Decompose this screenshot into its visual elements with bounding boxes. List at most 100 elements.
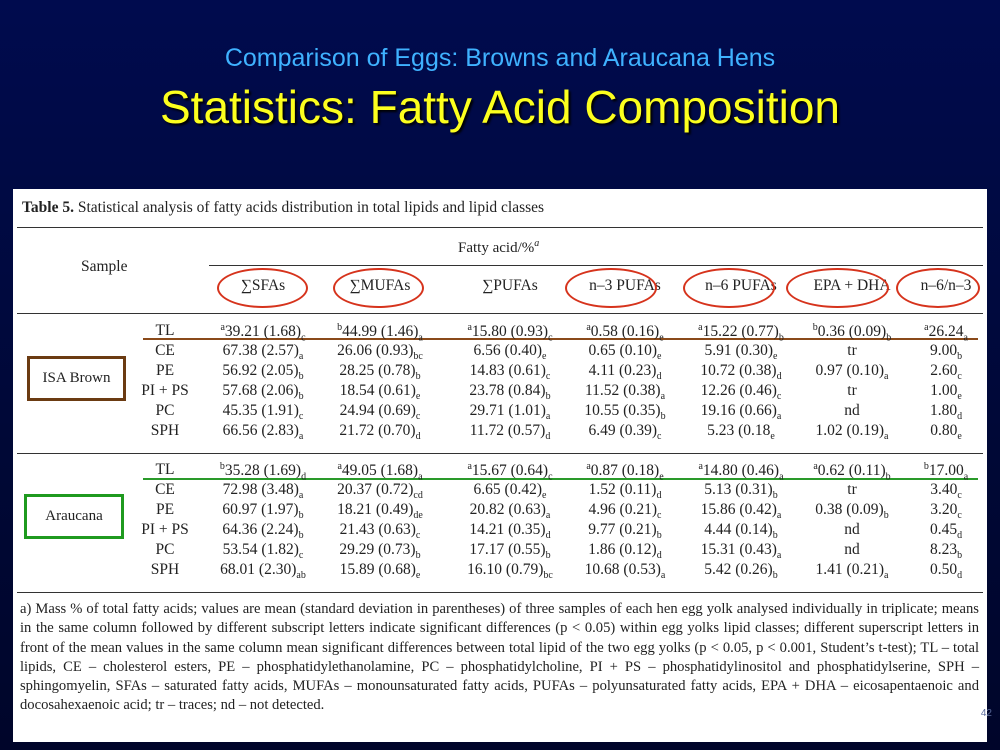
- table-cell: 68.01 (2.30)ab: [220, 561, 306, 582]
- row-label: TL: [155, 322, 175, 339]
- table-cell: tr: [847, 382, 857, 399]
- table-cell: nd: [844, 402, 860, 419]
- highlight-circle: [217, 268, 308, 308]
- table-cell: a0.58 (0.16)e: [586, 322, 664, 344]
- table-cell: 1.41 (0.21)a: [815, 561, 889, 582]
- group-label-box: Araucana: [24, 494, 124, 539]
- table-cell: a26.24a: [924, 322, 968, 344]
- table-cell: 14.21 (0.35)d: [469, 521, 551, 542]
- table-cell: 0.38 (0.09)b: [815, 501, 889, 522]
- table-cell: 3.40c: [930, 481, 962, 502]
- table-cell: 1.00e: [930, 382, 962, 403]
- table-cell: nd: [844, 541, 860, 558]
- row-label: PI + PS: [141, 382, 189, 399]
- row-label: SPH: [150, 422, 180, 439]
- table-cell: 5.23 (0.18e: [707, 422, 775, 443]
- table-cell: b0.36 (0.09)b: [812, 322, 892, 344]
- table-cell: 0.50d: [929, 561, 963, 582]
- table-cell: b17.00a: [923, 461, 969, 483]
- table-cell: tr: [847, 481, 857, 498]
- table-cell: 9.77 (0.21)b: [588, 521, 662, 542]
- table-cell: 20.37 (0.72)cd: [337, 481, 423, 502]
- table-cell: b35.28 (1.69)d: [219, 461, 307, 483]
- table-cell: 60.97 (1.97)b: [222, 501, 304, 522]
- table-cell: 20.82 (0.63)a: [469, 501, 551, 522]
- table-cell: 11.72 (0.57)d: [469, 422, 551, 443]
- table-cell: 4.96 (0.21)c: [588, 501, 662, 522]
- highlight-circle: [683, 268, 775, 308]
- table-cell: 23.78 (0.84)b: [469, 382, 551, 403]
- table-cell: b44.99 (1.46)a: [337, 322, 423, 344]
- column-header: ∑PUFAs: [482, 277, 538, 294]
- table-cell: 14.83 (0.61)c: [469, 362, 551, 383]
- table-caption-text: Statistical analysis of fatty acids dist…: [77, 199, 545, 216]
- table-cell: 1.52 (0.11)d: [588, 481, 662, 502]
- group-header-note: a: [534, 238, 540, 249]
- highlight-circle: [565, 268, 657, 308]
- row-label: PC: [155, 541, 175, 558]
- table-cell: 21.43 (0.63)c: [339, 521, 421, 542]
- group-label-box: ISA Brown: [27, 356, 126, 401]
- table-cell: 26.06 (0.93)bc: [337, 342, 423, 363]
- row-label: PE: [155, 362, 175, 379]
- table-image-panel: Table 5. Statistical analysis of fatty a…: [13, 189, 987, 742]
- bottom-rule: [17, 592, 983, 593]
- row-label: PE: [155, 501, 175, 518]
- table-cell: 6.49 (0.39)c: [588, 422, 662, 443]
- slide-subtitle: Comparison of Eggs: Browns and Araucana …: [224, 44, 776, 72]
- row-label: CE: [155, 342, 175, 359]
- table-cell: 2.60c: [930, 362, 962, 383]
- table-cell: a14.80 (0.46)a: [698, 461, 784, 483]
- table-cell: 1.02 (0.19)a: [815, 422, 889, 443]
- table-cell: 10.55 (0.35)b: [584, 402, 666, 423]
- table-cell: 56.92 (2.05)b: [222, 362, 304, 383]
- header-sub-rule: [209, 265, 983, 266]
- page-number: 42: [980, 708, 992, 719]
- highlight-circle: [896, 268, 980, 308]
- table-cell: 9.00b: [929, 342, 963, 363]
- table-cell: a15.80 (0.93)c: [467, 322, 553, 344]
- row-label: CE: [155, 481, 175, 498]
- highlight-circle: [786, 268, 889, 308]
- table-cell: 72.98 (3.48)a: [222, 481, 304, 502]
- fatty-acid-group-header: Fatty acid/%a: [458, 238, 539, 257]
- table-cell: 19.16 (0.66)a: [700, 402, 782, 423]
- group-name: ISA Brown: [42, 370, 111, 386]
- table-cell: 29.71 (1.01)a: [469, 402, 551, 423]
- total-lipid-underline: [143, 338, 978, 340]
- table-footnote: a) Mass % of total fatty acids; values a…: [20, 601, 979, 714]
- group-name: Araucana: [45, 508, 103, 524]
- row-label: PC: [155, 402, 175, 419]
- table-cell: 5.42 (0.26)b: [704, 561, 778, 582]
- table-cell: 3.20c: [930, 501, 962, 522]
- table-cell: 0.80e: [930, 422, 962, 443]
- table-cell: 17.17 (0.55)b: [469, 541, 551, 562]
- table-cell: 10.68 (0.53)a: [584, 561, 666, 582]
- table-cell: 18.21 (0.49)de: [337, 501, 423, 522]
- table-cell: 6.56 (0.40)e: [473, 342, 547, 363]
- table-cell: 64.36 (2.24)b: [222, 521, 304, 542]
- table-cell: 28.25 (0.78)b: [339, 362, 421, 383]
- table-cell: 0.45d: [929, 521, 963, 542]
- table-cell: 1.86 (0.12)d: [588, 541, 662, 562]
- table-cell: 6.65 (0.42)e: [473, 481, 547, 502]
- table-cell: a0.62 (0.11)b: [813, 461, 891, 483]
- table-cell: 53.54 (1.82)c: [222, 541, 304, 562]
- table-cell: 21.72 (0.70)d: [339, 422, 421, 443]
- table-cell: 4.11 (0.23)d: [588, 362, 662, 383]
- table-cell: nd: [844, 521, 860, 538]
- table-cell: a49.05 (1.68)a: [337, 461, 423, 483]
- table-cell: 0.97 (0.10)a: [815, 362, 889, 383]
- row-label: TL: [155, 461, 175, 478]
- total-lipid-underline: [143, 478, 978, 480]
- table-cell: 10.72 (0.38)d: [700, 362, 782, 383]
- table-cell: 5.13 (0.31)b: [704, 481, 778, 502]
- table-cell: 18.54 (0.61)e: [339, 382, 421, 403]
- table-caption: Table 5. Statistical analysis of fatty a…: [22, 199, 544, 217]
- table-cell: 11.52 (0.38)a: [584, 382, 666, 403]
- table-cell: 15.86 (0.42)a: [700, 501, 782, 522]
- table-cell: 15.31 (0.43)a: [700, 541, 782, 562]
- table-cell: a15.67 (0.64)c: [467, 461, 553, 483]
- table-cell: a15.22 (0.77)b: [698, 322, 784, 344]
- table-cell: 29.29 (0.73)b: [339, 541, 421, 562]
